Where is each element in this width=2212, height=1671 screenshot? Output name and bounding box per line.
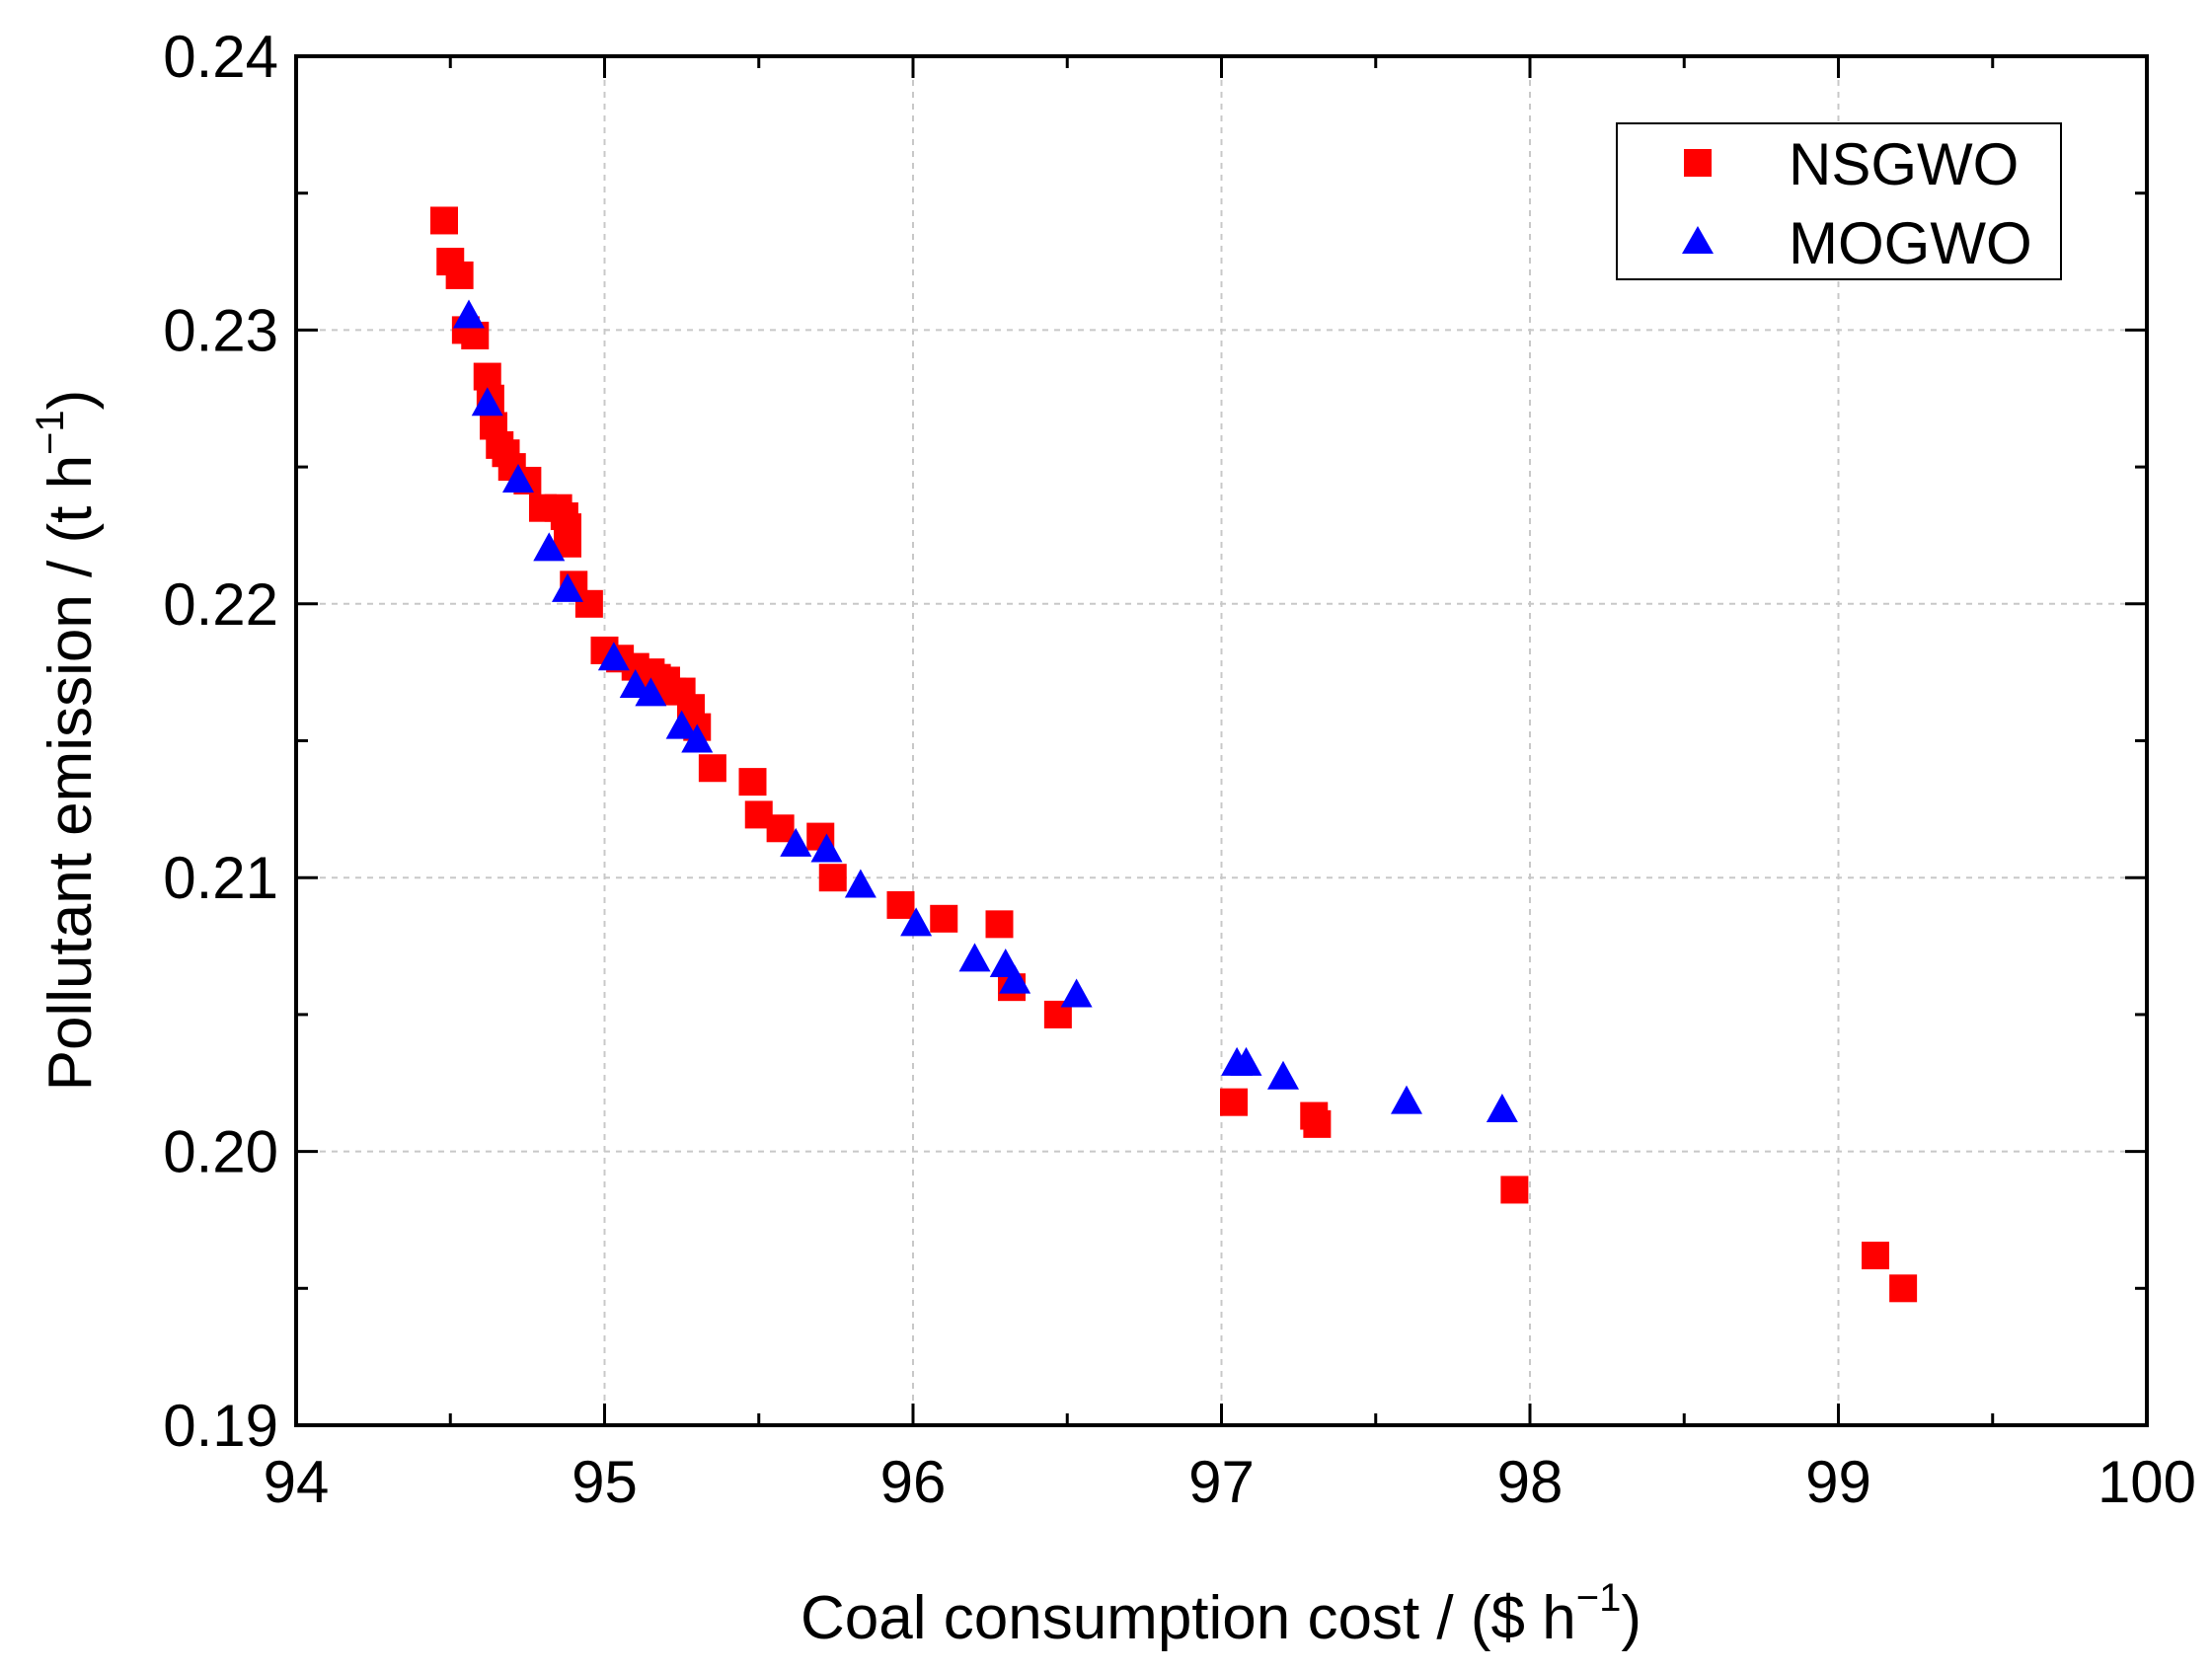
point-nsgwo <box>1303 1109 1332 1138</box>
y-tick-label: 0.24 <box>163 24 278 90</box>
y-tick-label: 0.23 <box>163 297 278 363</box>
point-mogwo <box>533 532 566 562</box>
legend: NSGWO MOGWO <box>1616 122 2062 280</box>
plot-frame <box>294 54 2149 1427</box>
legend-label-nsgwo: NSGWO <box>1789 131 2019 197</box>
point-nsgwo <box>1220 1088 1248 1116</box>
point-mogwo <box>900 907 933 937</box>
point-mogwo <box>681 723 714 753</box>
x-tick-label: 94 <box>264 1449 330 1515</box>
x-tick-label: 99 <box>1805 1449 1871 1515</box>
point-mogwo <box>958 943 991 972</box>
y-axis-title-sup: −1 <box>29 410 72 455</box>
x-tick-label: 98 <box>1497 1449 1564 1515</box>
x-tick-labels: 94 95 96 97 98 99 100 <box>264 1449 2196 1515</box>
point-mogwo <box>1391 1085 1422 1114</box>
point-nsgwo <box>985 910 1014 939</box>
point-mogwo <box>1060 978 1093 1008</box>
point-nsgwo <box>698 754 726 783</box>
y-tick-label: 0.22 <box>163 571 278 638</box>
point-mogwo <box>453 299 485 329</box>
point-mogwo <box>619 669 651 699</box>
point-nsgwo <box>738 768 767 797</box>
grid-lines <box>296 56 2147 1425</box>
legend-label-mogwo: MOGWO <box>1789 210 2032 276</box>
point-nsgwo <box>1889 1274 1918 1303</box>
y-axis-title-end: ) <box>37 390 105 411</box>
point-mogwo <box>1486 1093 1518 1122</box>
x-tick-label: 95 <box>572 1449 638 1515</box>
point-mogwo <box>844 869 877 898</box>
x-tick-label: 97 <box>1188 1449 1255 1515</box>
point-mogwo <box>999 964 1031 994</box>
y-tick-labels: 0.19 0.20 0.21 0.22 0.23 0.24 <box>163 24 278 1459</box>
point-mogwo <box>597 642 630 671</box>
x-tick-label: 96 <box>880 1449 947 1515</box>
point-nsgwo <box>818 864 847 892</box>
y-tick-label: 0.20 <box>163 1119 278 1185</box>
point-mogwo <box>1230 1046 1262 1076</box>
point-mogwo <box>810 833 843 863</box>
legend-marker-mogwo <box>1682 226 1714 254</box>
x-axis-title-sup: −1 <box>1576 1576 1622 1620</box>
point-mogwo <box>552 572 583 602</box>
point-nsgwo <box>1500 1176 1529 1204</box>
y-axis-title-main: Pollutant emission / (t h <box>37 455 105 1091</box>
point-mogwo <box>780 827 812 857</box>
point-nsgwo <box>886 890 915 919</box>
point-mogwo <box>635 677 667 707</box>
point-mogwo <box>1267 1060 1299 1090</box>
legend-marker-nsgwo <box>1684 149 1712 177</box>
x-tick-label: 100 <box>2098 1449 2196 1515</box>
point-mogwo <box>471 387 503 417</box>
y-tick-label: 0.19 <box>163 1393 278 1459</box>
point-nsgwo <box>766 814 795 843</box>
point-mogwo <box>502 463 534 493</box>
point-nsgwo <box>445 261 474 289</box>
x-axis-title-main: Coal consumption cost / ($ h <box>801 1584 1576 1652</box>
point-nsgwo <box>430 206 458 235</box>
x-axis-title-end: ) <box>1621 1584 1641 1652</box>
point-nsgwo <box>1862 1242 1889 1270</box>
point-nsgwo <box>930 904 958 933</box>
y-tick-label: 0.21 <box>163 845 278 911</box>
data-points <box>430 206 1918 1303</box>
point-nsgwo <box>574 589 603 618</box>
point-mogwo <box>665 710 698 739</box>
series-mogwo <box>453 299 1518 1122</box>
y-axis-title: Pollutant emission / (t h−1) <box>29 390 105 1092</box>
x-axis-title: Coal consumption cost / ($ h−1) <box>801 1576 1641 1652</box>
